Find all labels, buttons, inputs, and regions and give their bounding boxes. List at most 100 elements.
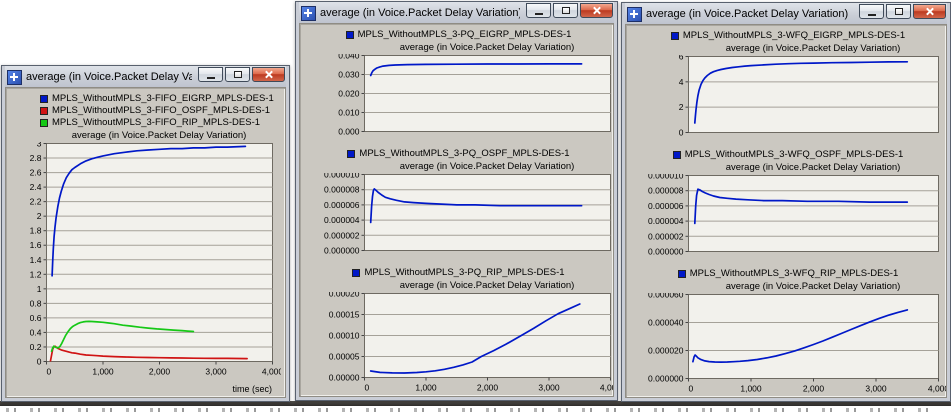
svg-text:2: 2 <box>37 211 42 221</box>
legend-color-swatch <box>345 30 354 39</box>
maximize-icon <box>233 71 242 78</box>
svg-text:2.4: 2.4 <box>30 182 42 192</box>
svg-text:0.00005: 0.00005 <box>329 352 360 362</box>
svg-text:0.000004: 0.000004 <box>648 216 684 226</box>
close-button[interactable] <box>252 67 285 82</box>
svg-text:3,000: 3,000 <box>865 384 887 394</box>
chart-title: average (in Voice.Packet Delay Variation… <box>71 130 247 141</box>
window-title: average (in Voice.Packet Delay Variation… <box>646 8 849 20</box>
svg-text:0: 0 <box>47 367 52 377</box>
svg-text:2,000: 2,000 <box>803 384 825 394</box>
x-axis-label: time (sec) <box>232 384 272 394</box>
svg-text:1.8: 1.8 <box>30 226 42 236</box>
svg-text:0.000040: 0.000040 <box>648 318 684 328</box>
legend-label: MPLS_WithoutMPLS_3-FIFO_OSPF_MPLS-DES-1 <box>52 105 271 116</box>
legend-color-swatch <box>672 150 681 159</box>
svg-text:0.000004: 0.000004 <box>324 215 360 225</box>
legend-entry: MPLS_WithoutMPLS_3-FIFO_OSPF_MPLS-DES-1 <box>12 105 283 116</box>
chart-title: average (in Voice.Packet Delay Variation… <box>399 161 575 172</box>
window-title: average (in Voice.Packet Delay Variation… <box>320 7 520 19</box>
minimize-button[interactable] <box>526 3 551 18</box>
svg-text:0.020: 0.020 <box>338 89 360 99</box>
legend-entry: MPLS_WithoutMPLS_3-WFQ_EIGRP_MPLS-DES-1 <box>632 30 944 41</box>
chart-window-wfq: average (in Voice.Packet Delay Variation… <box>621 2 951 402</box>
svg-text:0.000020: 0.000020 <box>648 346 684 356</box>
legend-label: MPLS_WithoutMPLS_3-PQ_EIGRP_MPLS-DES-1 <box>357 29 572 40</box>
close-button[interactable] <box>913 4 946 19</box>
svg-text:1,000: 1,000 <box>92 367 114 377</box>
svg-text:2,000: 2,000 <box>477 383 499 393</box>
minimize-icon <box>534 13 543 15</box>
svg-text:0.000006: 0.000006 <box>648 201 684 211</box>
chart-title: average (in Voice.Packet Delay Variation… <box>399 280 575 291</box>
maximize-button[interactable] <box>225 67 250 82</box>
svg-text:4: 4 <box>679 77 684 87</box>
close-icon <box>925 7 934 16</box>
legend-label: MPLS_WithoutMPLS_3-PQ_OSPF_MPLS-DES-1 <box>359 148 570 159</box>
svg-text:0.000000: 0.000000 <box>324 246 360 255</box>
svg-text:4,000: 4,000 <box>262 367 281 377</box>
legend-label: MPLS_WithoutMPLS_3-PQ_RIP_MPLS-DES-1 <box>364 267 565 278</box>
svg-text:0.000002: 0.000002 <box>324 230 360 240</box>
legend-color-swatch <box>40 118 48 127</box>
line-chart-plot: 0.000 0.010 0.020 0.030 0.040 <box>338 51 611 137</box>
svg-text:0.00015: 0.00015 <box>329 310 360 320</box>
svg-text:2: 2 <box>679 102 684 112</box>
titlebar[interactable]: average (in Voice.Packet Delay Variation… <box>625 3 947 24</box>
chart-app-icon <box>7 69 22 85</box>
close-button[interactable] <box>580 3 613 18</box>
window-bottom-shadow <box>0 401 951 406</box>
maximize-icon <box>561 7 570 14</box>
line-chart-plot: 0.000000 0.000020 0.000040 0.000060 0 1,000 2,… <box>648 290 947 394</box>
chart-app-icon <box>301 5 316 21</box>
minimize-button[interactable] <box>198 67 223 82</box>
legend-entry: MPLS_WithoutMPLS_3-PQ_EIGRP_MPLS-DES-1 <box>306 29 611 40</box>
legend-label: MPLS_WithoutMPLS_3-FIFO_RIP_MPLS-DES-1 <box>52 117 261 128</box>
maximize-button[interactable] <box>553 3 578 18</box>
titlebar[interactable]: average (in Voice.Packet Delay Variation… <box>299 2 614 23</box>
svg-text:3: 3 <box>37 142 42 149</box>
svg-text:0.4: 0.4 <box>30 327 42 337</box>
legend-color-swatch <box>40 94 48 103</box>
svg-text:1.6: 1.6 <box>30 240 42 250</box>
svg-text:0.8: 0.8 <box>30 298 42 308</box>
chart-panel: MPLS_WithoutMPLS_3-WFQ_OSPF_MPLS-DES-1 av… <box>632 149 944 260</box>
svg-text:2.2: 2.2 <box>30 197 42 207</box>
chart-client-area: MPLS_WithoutMPLS_3-FIFO_EIGRP_MPLS-DES-1… <box>5 87 286 398</box>
legend-label: MPLS_WithoutMPLS_3-WFQ_OSPF_MPLS-DES-1 <box>684 149 904 160</box>
maximize-button[interactable] <box>886 4 911 19</box>
legend-color-swatch <box>677 269 686 278</box>
chart-title: average (in Voice.Packet Delay Variation… <box>725 43 901 54</box>
svg-text:0.000010: 0.000010 <box>648 174 684 181</box>
line-chart-plot: 0.000000 0.000002 0.000004 0.000006 0.000008… <box>648 171 939 257</box>
minimize-button[interactable] <box>859 4 884 19</box>
svg-text:0: 0 <box>37 357 42 367</box>
cropped-caption-remnant <box>6 408 941 412</box>
close-icon <box>264 70 273 79</box>
svg-text:0.000010: 0.000010 <box>324 173 360 180</box>
chart-window-pq: average (in Voice.Packet Delay Variation… <box>295 1 618 401</box>
titlebar[interactable]: average (in Voice.Packet Delay Variation… <box>5 66 286 87</box>
legend-entry: MPLS_WithoutMPLS_3-FIFO_RIP_MPLS-DES-1 <box>12 117 283 128</box>
svg-text:1.4: 1.4 <box>30 255 42 265</box>
svg-text:4,000: 4,000 <box>600 383 614 393</box>
svg-text:0.00020: 0.00020 <box>329 292 360 299</box>
legend-entry: MPLS_WithoutMPLS_3-PQ_RIP_MPLS-DES-1 <box>306 267 611 278</box>
line-chart-plot: 0 0.2 0.4 0.6 0.8 1 1.2 1.4 1.6 1.8 2 2.2 2.4 2.6 2.8 3… <box>30 139 284 377</box>
svg-text:0.00000: 0.00000 <box>329 373 360 383</box>
legend-color-swatch <box>670 31 679 40</box>
svg-text:0.000000: 0.000000 <box>648 247 684 256</box>
legend-label: MPLS_WithoutMPLS_3-WFQ_EIGRP_MPLS-DES-1 <box>682 30 906 41</box>
svg-text:0.2: 0.2 <box>30 342 42 352</box>
svg-text:2,000: 2,000 <box>149 367 171 377</box>
window-controls <box>524 3 613 18</box>
svg-text:4,000: 4,000 <box>928 384 947 394</box>
close-icon <box>592 6 601 15</box>
legend-entry: MPLS_WithoutMPLS_3-PQ_OSPF_MPLS-DES-1 <box>306 148 611 159</box>
svg-text:0.000008: 0.000008 <box>648 186 684 196</box>
line-chart-plot: 0.00000 0.00005 0.00010 0.00015 0.00020 0 1,00… <box>329 289 614 393</box>
maximize-icon <box>894 8 903 15</box>
